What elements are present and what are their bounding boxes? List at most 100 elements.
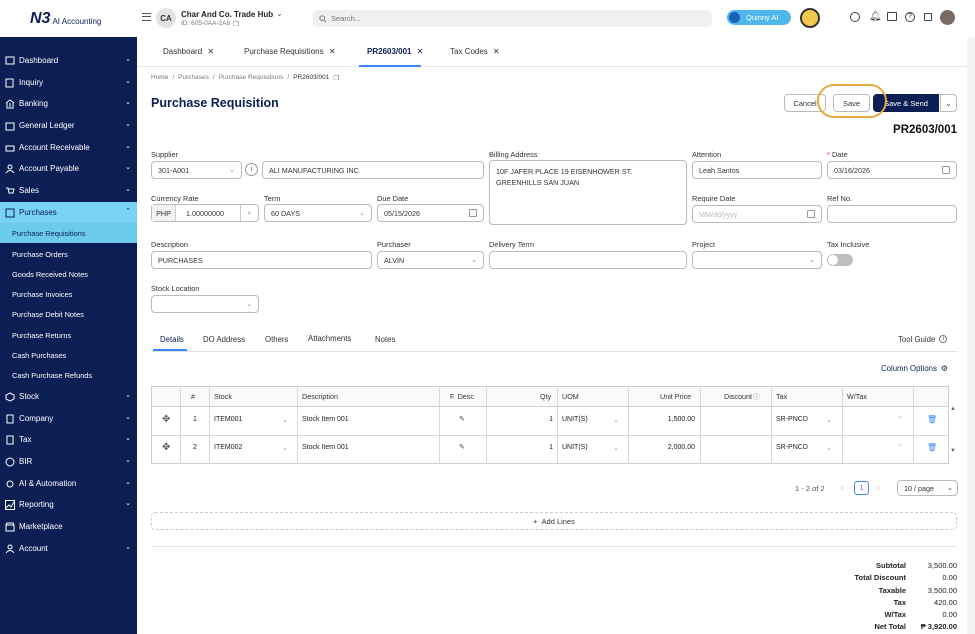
sidebar-item-purchases[interactable]: Purchases ⌃ <box>0 202 137 223</box>
subtab-others[interactable]: Others <box>265 335 289 344</box>
supplier-code-select[interactable]: 301-A001 ⌄ <box>151 161 242 179</box>
sidebar-sub-cash-purchases[interactable]: Cash Purchases <box>12 350 67 360</box>
stock-location-select[interactable]: ⌄ <box>151 295 259 313</box>
billing-address-textarea[interactable]: 10F JAFER PLACE 19 EISENHOWER ST. GREENH… <box>489 160 687 225</box>
chevron-down-icon[interactable]: ⌄ <box>276 9 283 18</box>
subtab-do-address[interactable]: DO Address <box>203 335 246 344</box>
sidebar-sub-purchase-requisitions[interactable]: Purchase Requisitions <box>0 223 137 243</box>
sidebar-sub-cash-purchase-refunds[interactable]: Cash Purchase Refunds <box>12 370 93 380</box>
qty-cell[interactable]: 1 <box>549 416 553 423</box>
uom-select[interactable]: UNIT(S) ⌄ <box>562 444 623 452</box>
require-date-field[interactable]: MM/dd/yyyy <box>692 205 822 223</box>
tab-tax-codes[interactable]: Tax Codes ✕ <box>450 47 500 56</box>
sidebar-item-bir[interactable]: BIR ⌄ <box>0 451 137 472</box>
quinny-ai-button[interactable]: Quinny AI <box>727 10 791 25</box>
close-icon[interactable]: ✕ <box>207 47 215 56</box>
sidebar-item-inquiry[interactable]: Inquiry ⌄ <box>0 72 137 93</box>
sidebar-item-marketplace[interactable]: Marketplace <box>0 516 137 537</box>
add-lines-button[interactable]: + Add Lines <box>151 512 957 530</box>
delete-icon[interactable]: 🗑︎ <box>927 415 938 424</box>
subtab-details[interactable]: Details <box>160 335 184 344</box>
sidebar-item-general-ledger[interactable]: General Ledger ⌄ <box>0 115 137 136</box>
save-button[interactable]: Save <box>833 94 870 112</box>
qty-cell[interactable]: 1 <box>549 444 553 451</box>
description-cell[interactable]: Stock Item 001 <box>302 444 349 451</box>
sidebar-sub-purchase-orders[interactable]: Purchase Orders <box>12 249 68 259</box>
edit-icon[interactable]: ✎ <box>459 416 465 423</box>
page-size-select[interactable]: 10 / page ⌄ <box>897 480 958 496</box>
delete-icon[interactable]: 🗑︎ <box>927 443 938 452</box>
drag-handle-icon[interactable]: ✥ <box>162 414 171 425</box>
unit-price-cell[interactable]: 1,500.00 <box>667 416 695 423</box>
supplier-name-field[interactable]: ALI MANUFACTURING INC <box>262 161 484 179</box>
copy-icon[interactable]: ❐ <box>233 21 239 28</box>
help-icon[interactable]: ? <box>905 12 915 22</box>
sidebar-item-account-receivable[interactable]: Account Receivable ⌄ <box>0 137 137 158</box>
sidebar-item-banking[interactable]: Banking ⌄ <box>0 93 137 114</box>
tab-purchase-requisitions[interactable]: Purchase Requisitions ✕ <box>244 47 336 56</box>
prev-page-icon[interactable]: ‹ <box>841 483 844 492</box>
scroll-down-icon[interactable]: ▼ <box>950 448 956 454</box>
info-icon[interactable]: i <box>245 163 258 176</box>
currency-rate-group[interactable]: PHP 1.00000000 ⌕ <box>151 204 259 222</box>
breadcrumb-purchases[interactable]: Purchases <box>178 74 209 81</box>
lock-icon[interactable] <box>924 13 932 21</box>
play-circle-icon[interactable] <box>850 12 860 22</box>
sidebar-sub-purchase-invoices[interactable]: Purchase Invoices <box>12 289 73 299</box>
uom-select[interactable]: UNIT(S) ⌄ <box>562 416 623 424</box>
sidebar-item-ai-automation[interactable]: AI & Automation ⌄ <box>0 473 137 494</box>
user-avatar[interactable] <box>940 10 955 25</box>
sidebar-item-company[interactable]: Company ⌄ <box>0 408 137 429</box>
sidebar-item-account-payable[interactable]: Account Payable ⌄ <box>0 158 137 179</box>
sidebar-sub-goods-received-notes[interactable]: Goods Received Notes <box>12 269 88 279</box>
delivery-term-field[interactable] <box>489 251 687 269</box>
description-cell[interactable]: Stock Item 001 <box>302 416 349 423</box>
stock-select[interactable]: ITEM001 ⌄ <box>214 416 292 424</box>
scroll-up-icon[interactable]: ▲ <box>950 406 956 412</box>
sidebar-item-sales[interactable]: Sales ⌄ <box>0 180 137 201</box>
search-box[interactable] <box>313 10 712 27</box>
page-scrollbar[interactable] <box>967 37 975 634</box>
save-send-dropdown[interactable]: ⌄ <box>940 94 957 112</box>
table-scrollbar[interactable]: ▲ ▼ <box>949 406 957 464</box>
tax-select[interactable]: SR-PNCD ⌄ <box>776 416 836 424</box>
description-field[interactable]: PURCHASES <box>151 251 372 269</box>
help-icon[interactable]: ⓘ <box>752 393 760 401</box>
bot-avatar-icon[interactable] <box>800 8 820 28</box>
store-icon[interactable] <box>887 12 897 21</box>
app-logo[interactable]: N3 AI Accounting <box>30 10 101 28</box>
breadcrumb-purchase-requisitions[interactable]: Purchase Requisitions <box>218 74 284 81</box>
close-icon[interactable]: ✕ <box>328 47 336 56</box>
attention-field[interactable]: Leah Santos <box>692 161 822 179</box>
next-page-icon[interactable]: › <box>877 483 880 492</box>
tax-inclusive-toggle[interactable] <box>827 254 853 266</box>
tab-dashboard[interactable]: Dashboard ✕ <box>163 47 214 56</box>
company-avatar[interactable]: CA <box>156 8 176 28</box>
sidebar-sub-purchase-debit-notes[interactable]: Purchase Debit Notes <box>12 309 84 319</box>
sidebar-sub-purchase-returns[interactable]: Purchase Returns <box>12 330 72 340</box>
due-date-field[interactable]: 05/15/2026 <box>377 204 484 222</box>
search-icon[interactable]: ⌕ <box>240 205 258 221</box>
tax-select[interactable]: SR-PNCD ⌄ <box>776 444 836 452</box>
sidebar-item-stock[interactable]: Stock ⌄ <box>0 386 137 407</box>
date-field[interactable]: 03/16/2026 <box>827 161 957 179</box>
close-icon[interactable]: ✕ <box>493 47 500 56</box>
bell-icon[interactable]: 🔔︎ <box>869 11 882 22</box>
save-send-button[interactable]: Save & Send <box>873 94 939 112</box>
sidebar-item-reporting[interactable]: Reporting ⌄ <box>0 494 137 515</box>
close-icon[interactable]: ✕ <box>416 47 424 56</box>
search-input[interactable] <box>331 14 691 23</box>
breadcrumb-home[interactable]: Home <box>151 74 169 81</box>
subtab-attachments[interactable]: Attachments <box>308 334 352 343</box>
purchaser-select[interactable]: ALVIN ⌄ <box>377 251 484 269</box>
edit-icon[interactable]: ✎ <box>459 444 465 451</box>
ref-no-field[interactable] <box>827 205 957 223</box>
tab-pr2603-001[interactable]: PR2603/001 ✕ <box>367 47 423 56</box>
stock-select[interactable]: ITEM002 ⌄ <box>214 444 292 452</box>
column-options-link[interactable]: Column Options ⚙ <box>881 364 948 373</box>
sidebar-item-dashboard[interactable]: Dashboard ⌄ <box>0 50 137 71</box>
term-select[interactable]: 60 DAYS ⌄ <box>264 204 372 222</box>
copy-icon[interactable]: ❐ <box>333 75 340 82</box>
tool-guide-link[interactable]: Tool Guide i <box>898 335 948 344</box>
sidebar-item-tax[interactable]: Tax ⌄ <box>0 429 137 450</box>
